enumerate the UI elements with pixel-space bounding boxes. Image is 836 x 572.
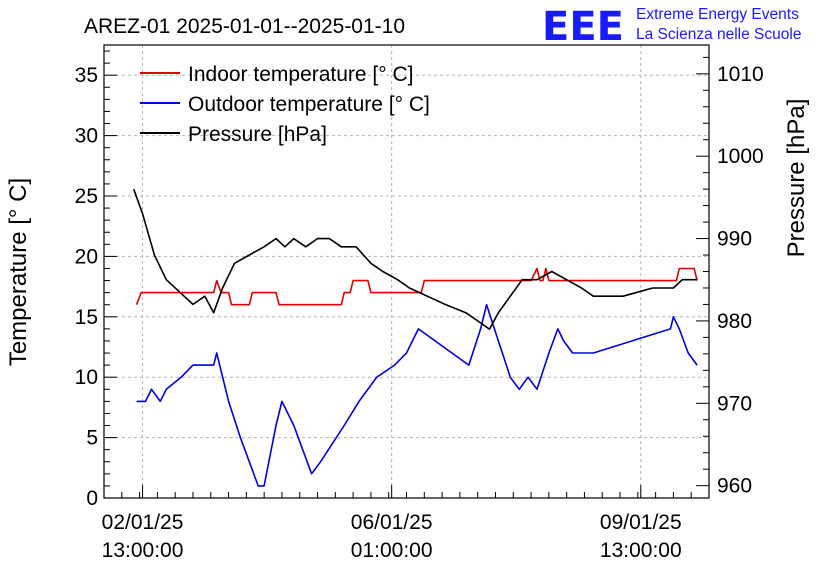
y-tick-label: 25: [75, 185, 98, 208]
y2-tick-label: 960: [717, 475, 752, 498]
y-tick-label: 20: [75, 245, 98, 268]
legend: Indoor temperature [° C] Outdoor tempera…: [140, 63, 430, 146]
y-tick-label: 35: [75, 64, 98, 87]
series-pressure: [132, 188, 698, 331]
eee-logo-mark: EEE: [542, 4, 624, 50]
x-tick-label-time: 01:00:00: [351, 539, 433, 562]
series-outdoor-temperature: [136, 303, 698, 487]
eee-logo-line1: Extreme Energy Events: [636, 6, 799, 23]
y-tick-label: 0: [86, 487, 98, 510]
x-tick-label-date: 02/01/25: [102, 511, 184, 534]
y2-tick-label: 1010: [717, 63, 764, 86]
chart-title: AREZ-01 2025-01-01--2025-01-10: [84, 15, 405, 38]
y-tick-label: 10: [75, 366, 98, 389]
y-axis-label-left: Temperature [° C]: [5, 178, 32, 366]
y2-tick-label: 980: [717, 310, 752, 333]
grid-lines: [104, 45, 709, 499]
x-tick-label-date: 09/01/25: [600, 511, 682, 534]
series-layer: [132, 188, 698, 487]
eee-logo: EEE Extreme Energy Events La Scienza nel…: [542, 4, 801, 50]
axis-ticks: 0 5 10 15 20 25 30 35 960 970 980 990 1000 1010 02/01/…: [75, 50, 764, 562]
x-tick-label-time: 13:00:00: [102, 539, 184, 562]
x-tick-label-date: 06/01/25: [351, 511, 433, 534]
series-indoor-temperature: [135, 267, 698, 306]
legend-label-outdoor: Outdoor temperature [° C]: [188, 93, 430, 116]
legend-label-pressure: Pressure [hPa]: [188, 123, 327, 146]
y2-tick-label: 970: [717, 392, 752, 415]
y-tick-label: 15: [75, 306, 98, 329]
eee-logo-line2: La Scienza nelle Scuole: [636, 26, 801, 43]
y-axis-label-right: Pressure [hPa]: [783, 99, 810, 258]
y2-tick-label: 990: [717, 228, 752, 251]
x-tick-label-time: 13:00:00: [600, 539, 682, 562]
y2-tick-label: 1000: [717, 145, 764, 168]
legend-label-indoor: Indoor temperature [° C]: [188, 63, 414, 86]
y-tick-label: 5: [86, 427, 98, 450]
y-tick-label: 30: [75, 125, 98, 148]
